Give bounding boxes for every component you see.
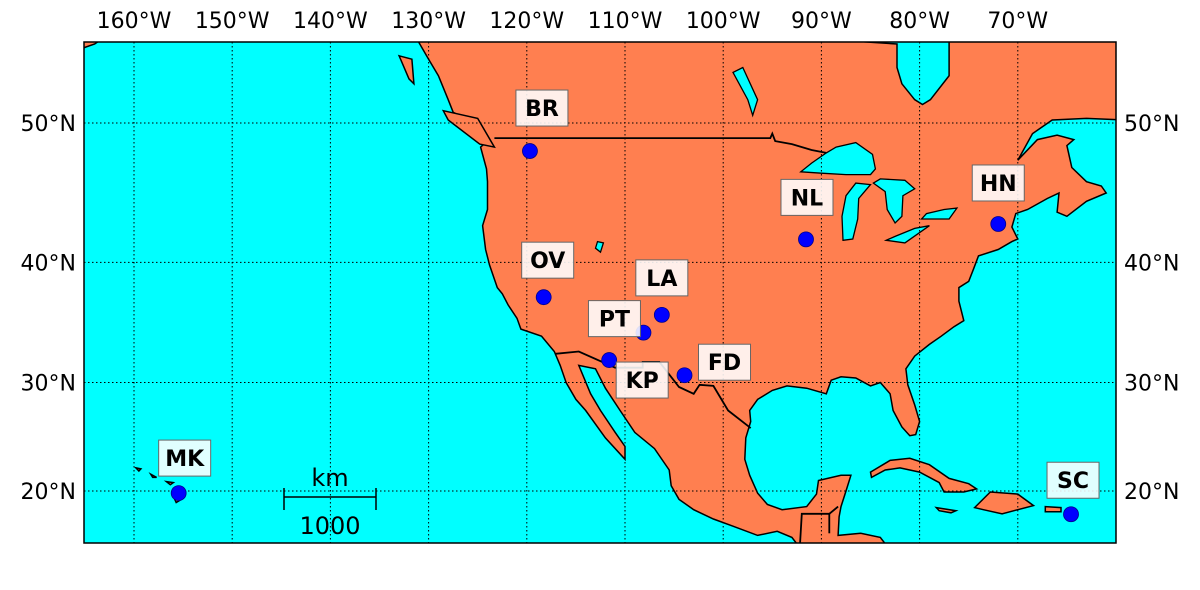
station-label-box [587, 300, 641, 338]
station-label: MK [165, 447, 205, 472]
longitude-label: 160°W [97, 9, 172, 34]
latitude-label-left: 20°N [21, 480, 76, 505]
lake [883, 225, 930, 244]
longitude-label: 110°W [588, 9, 663, 34]
country-border [799, 505, 839, 543]
island [441, 109, 496, 149]
island [133, 466, 143, 473]
station-marker[interactable] [653, 306, 670, 323]
latitude-label-right: 50°N [1124, 112, 1179, 137]
longitude-label: 140°W [293, 9, 368, 34]
station-label-box [615, 361, 669, 399]
stations-layer: BR OV LA PT KP FD NL HN MK SC [158, 89, 1100, 523]
longitude-label: 100°W [686, 9, 761, 34]
lake [594, 240, 605, 254]
island [84, 42, 99, 49]
lake [799, 141, 877, 176]
station-sc[interactable]: SC [1046, 461, 1100, 523]
station-la[interactable]: LA [635, 259, 689, 323]
station-fd[interactable]: FD [676, 343, 752, 384]
station-marker[interactable] [535, 289, 552, 306]
graticule [84, 42, 1116, 543]
map-frame [83, 41, 1117, 544]
latitude-label-left: 30°N [21, 371, 76, 396]
scale-length-label: 1000 [299, 512, 360, 540]
station-label-box [635, 259, 689, 297]
station-marker[interactable] [798, 231, 814, 248]
latitude-label-right: 20°N [1124, 480, 1179, 505]
station-nl[interactable]: NL [780, 178, 834, 248]
station-kp[interactable]: KP [601, 352, 669, 399]
longitude-label: 120°W [489, 9, 564, 34]
longitude-label: 80°W [889, 9, 950, 34]
station-ov[interactable]: OV [521, 241, 575, 306]
longitude-label: 150°W [195, 9, 270, 34]
latitude-label-left: 50°N [21, 112, 76, 137]
island [163, 480, 176, 486]
station-mk[interactable]: MK [158, 439, 212, 501]
island [397, 54, 415, 86]
lake [841, 182, 872, 242]
longitude-label: 90°W [791, 9, 852, 34]
station-label: NL [791, 186, 823, 211]
land-layer [84, 42, 1116, 543]
island [148, 472, 157, 479]
station-pt[interactable]: PT [587, 300, 652, 341]
lake [872, 178, 916, 225]
station-hn[interactable]: HN [971, 164, 1025, 232]
station-label-box [521, 241, 575, 279]
station-label: PT [599, 308, 630, 333]
island [869, 457, 979, 493]
station-label-box [698, 343, 752, 381]
station-label-box [971, 164, 1025, 202]
longitude-label: 130°W [391, 9, 466, 34]
station-label-box [515, 89, 569, 127]
north-america-landmass [418, 42, 1116, 543]
station-label: OV [530, 249, 565, 274]
station-label: KP [626, 369, 659, 394]
station-marker[interactable] [990, 216, 1007, 232]
station-label-box [780, 178, 834, 216]
tick-labels: 160°W 150°W 140°W 130°W 120°W 110°W 100°W 90°W 8… [21, 9, 1180, 505]
station-label: BR [525, 97, 559, 122]
station-label-box [1046, 461, 1100, 499]
latitude-label-left: 40°N [21, 251, 76, 276]
island [1044, 505, 1062, 513]
station-marker[interactable] [601, 352, 618, 368]
latitude-label-right: 30°N [1124, 371, 1179, 396]
station-label: SC [1057, 469, 1089, 494]
lake [920, 207, 959, 220]
scale-bar: km 1000 [283, 464, 377, 540]
scale-unit-label: km [311, 464, 348, 492]
station-marker[interactable] [1063, 506, 1079, 523]
lake [732, 66, 759, 118]
country-border [494, 131, 827, 154]
island [934, 506, 959, 514]
station-marker[interactable] [676, 367, 693, 384]
station-label: HN [980, 172, 1017, 197]
island [973, 491, 1036, 515]
station-marker[interactable] [522, 143, 538, 159]
station-marker[interactable] [170, 485, 187, 501]
latitude-label-right: 40°N [1124, 251, 1179, 276]
station-br[interactable]: BR [515, 89, 569, 159]
longitude-label: 70°W [987, 9, 1048, 34]
station-label: LA [646, 267, 677, 292]
station-label-box [158, 439, 212, 477]
station-label: FD [708, 351, 741, 376]
